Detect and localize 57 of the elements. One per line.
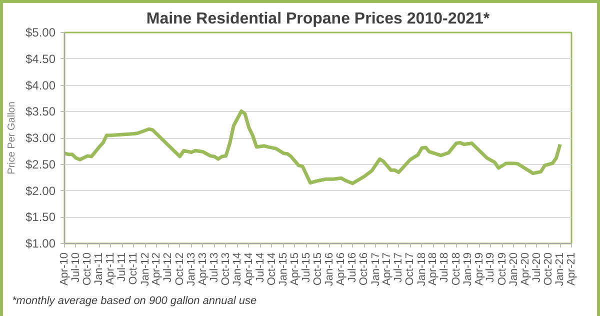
x-tick-label: Jan-21 [554, 252, 566, 286]
chart-title: Maine Residential Propane Prices 2010-2021* [146, 10, 490, 28]
y-tick-label: $1.50 [25, 210, 56, 224]
x-tick-label: Jan-19 [462, 252, 474, 286]
x-tick-label: Apr-11 [104, 252, 117, 285]
x-tick-label: Jul-10 [70, 252, 82, 282]
x-tick-label: Oct-11 [128, 252, 140, 285]
y-tick-label: $5.00 [25, 26, 56, 40]
x-tick-label: Oct-20 [542, 252, 555, 286]
y-tick-label: $3.00 [25, 131, 56, 145]
x-tick-label: Apr-18 [427, 252, 440, 286]
x-tick-label: Oct-12 [174, 252, 186, 286]
x-tick-label: Jul-18 [438, 252, 451, 282]
x-tick-label: Apr-10 [58, 252, 70, 286]
y-tick-label: $4.00 [25, 78, 56, 92]
x-tick-label: Jul-19 [484, 252, 497, 282]
x-tick-label: Oct-16 [358, 252, 370, 286]
x-tick-label: Apr-17 [381, 252, 394, 286]
text: *monthly average based on 900 gallon annual use [12, 294, 257, 309]
x-tick-label: Jan-11 [93, 252, 106, 286]
x-tick-label: Oct-18 [450, 252, 462, 286]
x-tick-label: Jul-16 [346, 252, 359, 282]
x-tick-label: Jul-12 [162, 252, 174, 282]
x-tick-label: Jul-15 [300, 252, 312, 282]
x-tick-label: Oct-15 [312, 252, 324, 286]
x-tick-label: Jul-11 [116, 252, 128, 282]
x-tick-label: Oct-10 [82, 252, 94, 286]
x-tick-label: Apr-21 [566, 252, 578, 286]
y-tick-label: $4.50 [25, 52, 56, 66]
x-tick-label: Oct-17 [404, 252, 416, 286]
y-tick-label: $2.50 [25, 157, 56, 172]
x-tick-label: Apr-19 [473, 252, 486, 286]
x-tick-label: Jan-15 [278, 252, 290, 286]
x-tick-label: Jan-18 [416, 252, 428, 286]
x-tick-label: Jan-13 [185, 252, 198, 286]
x-tick-label: Oct-13 [220, 252, 232, 286]
y-tick-label: $1.00 [25, 236, 56, 250]
x-tick-label: Jan-16 [324, 252, 336, 286]
x-tick-label: Jan-12 [139, 252, 152, 286]
x-tick-label: Jul-13 [208, 252, 220, 282]
x-tick-label: Jul-14 [254, 252, 266, 282]
x-tick-label: Apr-15 [288, 252, 301, 286]
x-tick-label: Jul-17 [392, 252, 405, 282]
x-tick-label: Jan-14 [231, 252, 244, 286]
x-tick-label: Jan-17 [370, 252, 382, 286]
x-tick-label: Apr-16 [335, 252, 348, 286]
y-tick-label: $2.00 [25, 184, 56, 198]
x-tick-label: Oct-19 [496, 252, 508, 286]
x-tick-label: Jan-20 [508, 252, 520, 286]
x-tick-label: Oct-14 [266, 252, 278, 286]
x-tick-label: Apr-13 [196, 252, 209, 286]
x-tick-label: Apr-20 [519, 252, 532, 286]
x-tick-label: Apr-12 [150, 252, 163, 286]
y-tick-label: $3.50 [25, 104, 56, 119]
x-tick-label: Jul-20 [530, 252, 543, 282]
x-tick-label: Apr-14 [242, 252, 255, 286]
y-axis-title: Price Per Gallon [6, 102, 18, 174]
